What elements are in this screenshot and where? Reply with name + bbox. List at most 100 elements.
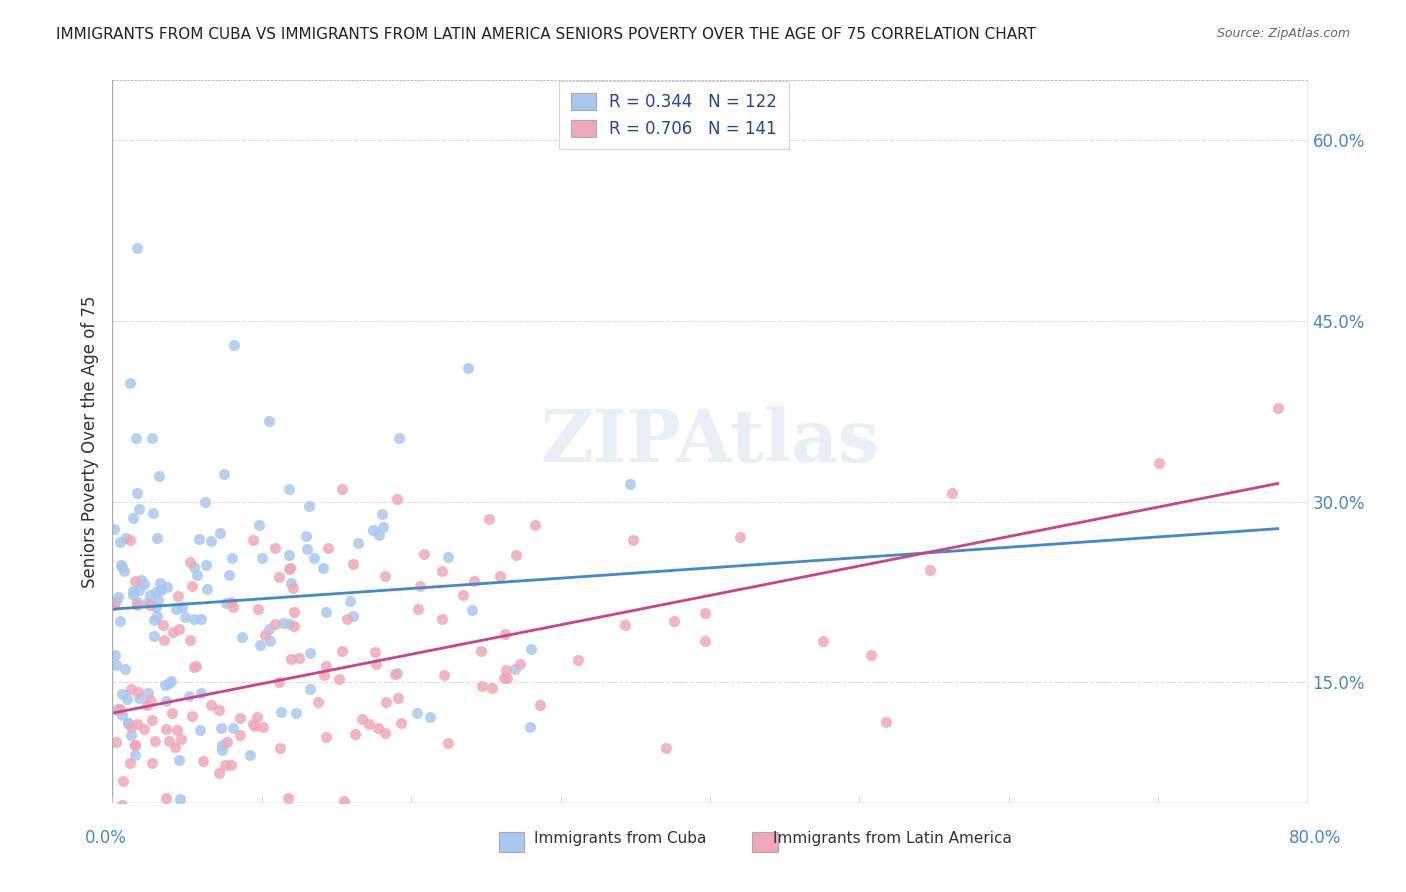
Point xyxy=(120,728,142,742)
Point xyxy=(304,551,326,566)
Point xyxy=(125,716,148,731)
Point xyxy=(693,607,716,621)
Point xyxy=(121,584,143,599)
Point xyxy=(166,723,188,738)
Point xyxy=(142,808,165,822)
Point xyxy=(152,808,174,822)
Point xyxy=(941,485,963,500)
Point xyxy=(114,662,136,676)
Point xyxy=(298,500,321,514)
Point xyxy=(180,579,202,593)
Point xyxy=(495,663,517,677)
Point xyxy=(520,641,543,656)
Point xyxy=(384,666,406,681)
Point xyxy=(177,689,200,703)
Point xyxy=(170,731,193,746)
Point xyxy=(221,551,243,566)
Point xyxy=(239,747,262,762)
Point xyxy=(352,712,374,726)
Point xyxy=(457,361,479,376)
Point xyxy=(149,582,172,597)
Point xyxy=(363,645,385,659)
Point xyxy=(371,519,394,533)
Point xyxy=(191,754,214,768)
Point xyxy=(117,716,139,731)
Text: Immigrants from Latin America: Immigrants from Latin America xyxy=(773,831,1012,846)
Point xyxy=(374,726,396,740)
Point xyxy=(477,512,499,526)
Point xyxy=(436,549,458,564)
Point xyxy=(105,703,128,717)
Point xyxy=(160,706,183,721)
Point xyxy=(374,569,396,583)
Point xyxy=(270,705,292,719)
Point xyxy=(413,547,436,561)
Point xyxy=(451,588,474,602)
Point xyxy=(200,698,222,712)
Point xyxy=(254,627,277,641)
Point xyxy=(111,798,134,813)
Point xyxy=(315,605,337,619)
Point xyxy=(264,616,287,631)
Point xyxy=(139,693,162,707)
Point xyxy=(143,733,166,747)
Point xyxy=(367,721,389,735)
Point xyxy=(811,634,834,648)
Point xyxy=(330,643,353,657)
Point xyxy=(134,722,156,736)
Point xyxy=(231,631,253,645)
Point xyxy=(505,549,527,563)
Point xyxy=(283,619,305,633)
Point xyxy=(115,692,138,706)
Point xyxy=(332,482,354,496)
Point xyxy=(481,681,503,695)
Point xyxy=(385,665,408,680)
Point xyxy=(437,736,460,750)
Point xyxy=(105,594,128,608)
Point xyxy=(273,615,295,630)
Point xyxy=(128,583,150,598)
Point xyxy=(328,672,350,686)
Point xyxy=(136,698,159,713)
Point xyxy=(104,657,127,672)
Point xyxy=(120,376,142,390)
Point xyxy=(183,559,205,574)
Point xyxy=(285,706,308,720)
Point xyxy=(214,758,236,772)
Point xyxy=(124,574,146,589)
Point xyxy=(124,738,146,752)
Point xyxy=(375,694,398,708)
Point xyxy=(276,791,298,805)
Point xyxy=(408,602,430,616)
Point xyxy=(242,717,264,731)
Point xyxy=(111,560,134,574)
Point xyxy=(112,773,135,788)
Point xyxy=(247,518,270,533)
Point xyxy=(200,534,222,549)
Point xyxy=(470,644,492,658)
Text: Source: ZipAtlas.com: Source: ZipAtlas.com xyxy=(1216,27,1350,40)
Point xyxy=(181,709,204,723)
Text: ZIPAtlas: ZIPAtlas xyxy=(540,406,880,477)
Point xyxy=(111,708,134,723)
Point xyxy=(312,668,335,682)
Point xyxy=(103,599,125,613)
Point xyxy=(165,602,187,616)
Point xyxy=(221,600,243,615)
Point xyxy=(339,594,361,608)
Point xyxy=(389,716,412,731)
Point xyxy=(142,629,165,643)
Point xyxy=(195,558,218,573)
Point xyxy=(211,738,233,752)
Point xyxy=(148,576,170,591)
Point xyxy=(215,734,238,748)
Point xyxy=(278,482,301,496)
Point xyxy=(614,617,637,632)
Text: 80.0%: 80.0% xyxy=(1288,829,1341,847)
Y-axis label: Seniors Poverty Over the Age of 75: Seniors Poverty Over the Age of 75 xyxy=(80,295,98,588)
Point xyxy=(132,577,155,591)
Point xyxy=(257,413,280,427)
Point xyxy=(179,555,201,569)
Point xyxy=(188,723,211,738)
Point xyxy=(489,569,512,583)
